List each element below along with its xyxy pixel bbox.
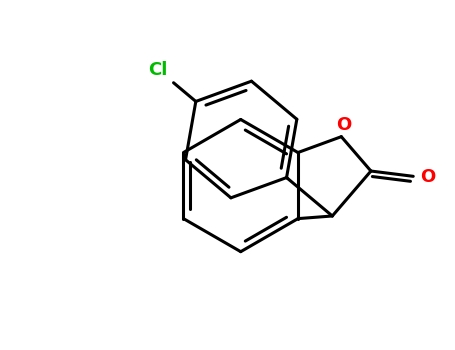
- Text: O: O: [420, 168, 435, 187]
- Text: O: O: [336, 116, 352, 134]
- Text: Cl: Cl: [148, 61, 168, 79]
